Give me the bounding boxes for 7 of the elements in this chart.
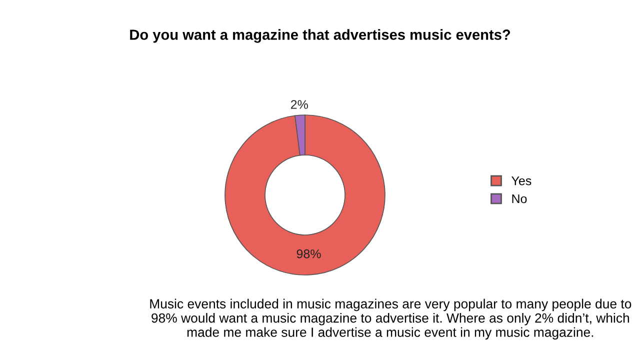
chart-title: Do you want a magazine that advertises music events? — [130, 29, 510, 43]
legend-label: No — [512, 194, 527, 204]
data-label: 98% — [296, 249, 321, 258]
text: Music events included in music magazines are very popular to many people due to 98% would want a music magazine to advertise it. Where as only 2% didn’t, which made me make sure I advertise a music event in my music magazine. — [150, 298, 632, 340]
legend-label: Yes — [512, 176, 532, 186]
donut-slice — [224, 114, 386, 276]
data-label: 2% — [290, 100, 308, 109]
